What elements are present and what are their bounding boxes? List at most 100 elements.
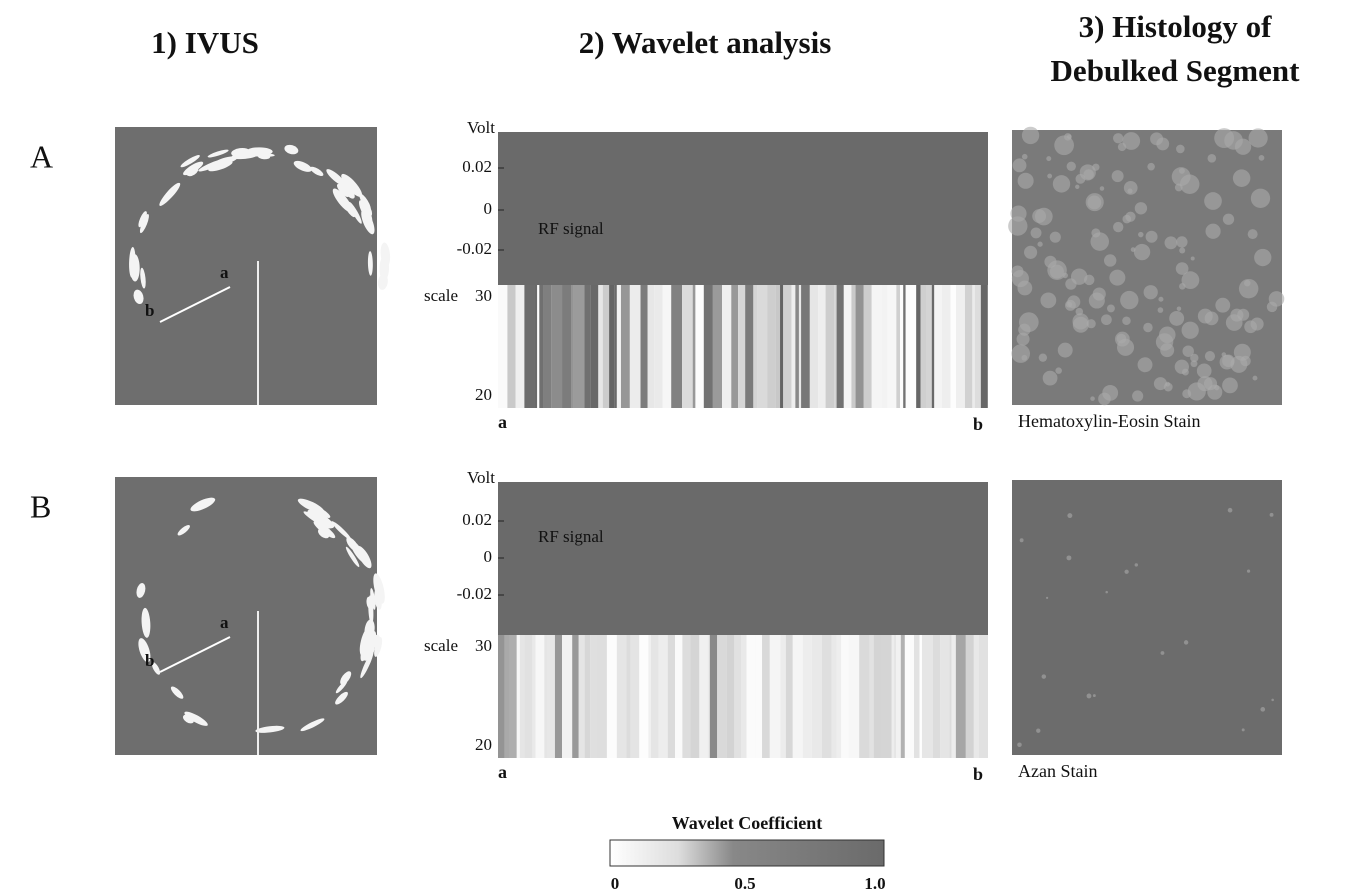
histology-texture (1271, 698, 1274, 702)
x-start-label: a (498, 762, 507, 782)
scan-line (159, 636, 231, 673)
scalogram-stripe (887, 285, 897, 408)
ivus-speckle (284, 144, 299, 155)
histology-texture (1012, 158, 1027, 173)
histology-texture (1252, 375, 1258, 381)
scalogram-stripe (896, 635, 901, 758)
histology-texture (1122, 316, 1131, 326)
colorbar-title: Wavelet Coefficient (672, 813, 822, 833)
histology-texture (1227, 507, 1233, 513)
scalogram-stripe (745, 285, 754, 408)
histology-texture (1070, 268, 1088, 285)
y-tick-label: 0.02 (462, 157, 492, 176)
scalogram-stripe (562, 635, 573, 758)
ivus-speckle (377, 274, 388, 290)
histology-texture (1117, 142, 1127, 152)
scalogram-stripe (871, 285, 882, 408)
y-tick-label: -0.02 (457, 584, 492, 603)
histology-texture (1066, 555, 1072, 561)
histology-texture (1011, 265, 1024, 278)
histology-texture (1244, 279, 1251, 287)
scalogram-stripe (762, 635, 770, 758)
scalogram-stripe (891, 635, 895, 758)
scalogram-stripe (543, 285, 552, 408)
scalogram-stripe (811, 635, 822, 758)
scalogram-stripe (905, 285, 917, 408)
histology-texture (1127, 188, 1133, 194)
scalogram-stripe (539, 285, 544, 408)
ivus-image (115, 127, 377, 405)
histology-texture (1219, 354, 1235, 370)
histology-texture (1018, 312, 1039, 333)
scalogram-stripe (726, 635, 735, 758)
scalogram-stripe (654, 285, 663, 408)
scalogram-stripe (707, 635, 710, 758)
histology-texture (1045, 596, 1049, 599)
scalogram-stripe (780, 285, 784, 408)
scalogram-stripe (950, 285, 956, 408)
scalogram-stripe (544, 635, 548, 758)
histology-texture (1132, 390, 1144, 402)
histology-texture (1176, 144, 1185, 154)
ivus-speckle (341, 173, 363, 198)
histology-texture (1086, 319, 1096, 329)
scalogram-stripe (780, 635, 786, 758)
scalogram-stripe (900, 285, 904, 408)
histology-texture (1102, 384, 1119, 401)
scalogram-stripe (535, 635, 545, 758)
histology-texture (1066, 161, 1076, 172)
y-axis-title: Volt (467, 468, 495, 487)
histology-texture (1075, 173, 1086, 184)
scalogram-stripe (647, 285, 655, 408)
scalogram-stripe (798, 285, 802, 408)
scalogram-stripe (551, 285, 563, 408)
scalogram-stripe (843, 285, 852, 408)
histology-texture (1113, 133, 1124, 144)
ivus-speckle (326, 169, 346, 187)
scalogram-stripe (831, 635, 837, 758)
scalogram-stripe (519, 635, 525, 758)
histology-texture (1046, 156, 1052, 162)
histology-texture (1087, 195, 1102, 210)
scalogram-stripe (675, 635, 683, 758)
scalogram-stripe (571, 285, 574, 408)
scale-tick-label: 30 (475, 286, 492, 305)
scalogram-stripe (722, 285, 732, 408)
scalogram-stripe (614, 285, 617, 408)
scalogram-stripe (606, 635, 617, 758)
ivus-speckle (359, 193, 371, 211)
histology-texture (1090, 396, 1095, 401)
scalogram-stripe (919, 635, 922, 758)
scalogram-stripe (602, 285, 610, 408)
histology-texture (1017, 172, 1034, 189)
scalogram-stripe (785, 635, 793, 758)
histology-texture (1008, 216, 1028, 236)
scalogram-stripe (972, 285, 975, 408)
y-tick-label: -0.02 (457, 239, 492, 258)
row-label: A (30, 138, 53, 174)
y-tick-label: 0 (484, 547, 493, 566)
scalogram-stripe (616, 285, 621, 408)
histology-texture (1036, 728, 1041, 733)
histology-texture (1207, 153, 1217, 163)
histology-texture (1040, 292, 1057, 309)
histology-texture (1088, 292, 1105, 309)
scalogram-stripe (532, 635, 536, 758)
histology-texture (1179, 167, 1185, 174)
scalogram-stripe (578, 635, 585, 758)
scalogram-stripe (775, 285, 781, 408)
histology-texture (1049, 231, 1061, 243)
x-start-label: a (498, 412, 507, 432)
scalogram-stripe (695, 285, 704, 408)
histology-texture (1179, 174, 1200, 195)
scalogram-stripe (863, 285, 872, 408)
histology-texture (1021, 153, 1028, 160)
ivus-speckle (186, 165, 199, 177)
scale-tick-label: 20 (475, 735, 492, 754)
scalogram-stripe (894, 635, 897, 758)
scalogram-stripe (572, 635, 579, 758)
scalogram-stripe (753, 285, 758, 408)
ivus-speckle (247, 152, 275, 157)
scalogram-stripe (859, 635, 870, 758)
